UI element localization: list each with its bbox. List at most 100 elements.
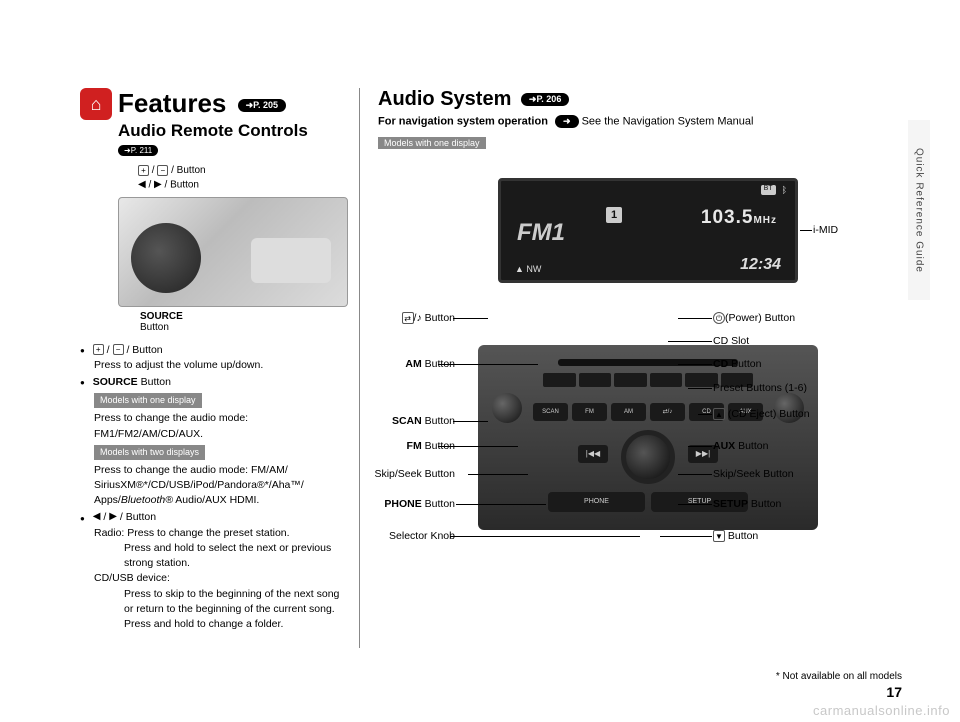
radio2: Press and hold to select the next or pre… xyxy=(80,541,347,571)
callout-imid: i-MID xyxy=(813,224,838,236)
features-title: Features xyxy=(118,88,226,118)
line-imid xyxy=(800,230,812,231)
imid-screen: BT ᛒ 1 103.5MHz FM1 12:34 ▲ NW xyxy=(498,178,798,283)
left-right-label: ◀ / ▶ / Button xyxy=(118,178,347,193)
back-t: Button xyxy=(725,530,758,542)
mhz: MHz xyxy=(753,215,777,226)
phone-t: Button xyxy=(422,498,455,510)
watermark: carmanualsonline.info xyxy=(813,703,950,718)
badge-two-displays: Models with two displays xyxy=(80,442,347,463)
back-icon: ▼ xyxy=(713,530,725,542)
setup-b: SETUP xyxy=(713,498,748,510)
ll6 xyxy=(456,504,546,505)
seek-left[interactable]: |◀◀ xyxy=(578,445,608,463)
cd-h: CD/USB device: xyxy=(80,571,347,586)
eject-icon: ▲ xyxy=(713,408,725,420)
ll1 xyxy=(453,318,488,319)
phone-b: PHONE xyxy=(384,498,421,510)
callout-scan: SCAN Button xyxy=(392,415,455,427)
src-b: SOURCE xyxy=(93,376,138,388)
lr4 xyxy=(688,388,712,389)
left-tri-icon: ◀ xyxy=(138,178,146,192)
source-bold: SOURCE xyxy=(140,311,183,322)
bluetooth-icon: ᛒ xyxy=(782,185,787,195)
bullet-pm: + / − / Button xyxy=(80,343,347,358)
nav-subtext: For navigation system operation ➜ See th… xyxy=(378,115,900,128)
selector-knob[interactable] xyxy=(621,430,675,484)
bluetooth: Bluetooth® xyxy=(121,494,173,506)
footnote: * Not available on all models xyxy=(776,671,902,682)
src2d: Audio/AUX HDMI. xyxy=(173,494,259,506)
bullet-lr: ◀ / ▶ / Button xyxy=(80,510,347,525)
src2a: Press to change the audio mode: FM/AM/ xyxy=(94,464,288,476)
audio-remote-page-ref[interactable]: ➜P. 211 xyxy=(118,145,158,156)
callout-aux: AUX Button xyxy=(713,440,768,452)
cd2: Press and hold to change a folder. xyxy=(80,617,347,632)
left-tri-2: ◀ xyxy=(93,510,101,525)
callout-phone: PHONE Button xyxy=(384,498,455,510)
power-knob[interactable] xyxy=(492,393,522,423)
fm-b: FM xyxy=(407,440,422,452)
src-desc2: Press to change the audio mode: FM/AM/ S… xyxy=(80,463,347,509)
pm-desc: Press to adjust the volume up/down. xyxy=(80,358,347,373)
badge2: Models with two displays xyxy=(94,445,205,460)
radio1: Press to change the preset station. xyxy=(127,527,289,539)
left-column: Features ➜P. 205 Audio Remote Controls ➜… xyxy=(80,88,360,648)
features-heading: Features ➜P. 205 xyxy=(118,88,347,119)
lr6 xyxy=(688,446,712,447)
audio-remote-heading: Audio Remote Controls xyxy=(118,121,347,141)
aux-b: AUX xyxy=(713,440,735,452)
callout-mode: ⇄/♪ Button xyxy=(402,312,455,324)
radio-h: Radio: xyxy=(94,527,124,539)
right-tri-2: ▶ xyxy=(109,510,117,525)
am-b: AM xyxy=(405,358,421,370)
freq-val: 103.5 xyxy=(701,207,754,228)
feature-bullets: + / − / Button Press to adjust the volum… xyxy=(80,343,347,633)
nav-txt: See the Navigation System Manual xyxy=(582,115,754,127)
callout-power: ⏻(Power) Button xyxy=(713,312,795,324)
audio-system-heading: Audio System ➜P. 206 xyxy=(378,88,900,111)
nav-bold: For navigation system operation xyxy=(378,115,548,127)
pm-label: / Button xyxy=(124,344,163,356)
lr2 xyxy=(668,341,712,342)
lr5 xyxy=(698,414,712,415)
callout-eject: ▲ (CD Eject) Button xyxy=(713,408,810,420)
fm-btn[interactable]: FM xyxy=(572,403,607,421)
page-content: Features ➜P. 205 Audio Remote Controls ➜… xyxy=(80,88,900,648)
ll4 xyxy=(438,446,518,447)
audio-sys-ref[interactable]: ➜P. 206 xyxy=(521,93,569,106)
page-number: 17 xyxy=(886,684,902,700)
left-right-text: / Button xyxy=(162,180,199,191)
phone-btn[interactable]: PHONE xyxy=(548,492,645,512)
screen-topbar: BT ᛒ xyxy=(761,185,787,195)
eject-t: (CD Eject) Button xyxy=(725,408,810,420)
preset-num: 1 xyxy=(606,207,622,223)
badge-one-display: Models with one display xyxy=(80,390,347,411)
setup-t: Button xyxy=(748,498,781,510)
lr1 xyxy=(678,318,712,319)
cd1: Press to skip to the beginning of the ne… xyxy=(80,587,347,617)
features-page-ref[interactable]: ➜P. 205 xyxy=(238,99,286,112)
ll5 xyxy=(468,474,528,475)
right-badge-wrap: Models with one display xyxy=(378,134,900,152)
ll7 xyxy=(450,536,640,537)
badge1: Models with one display xyxy=(94,393,202,408)
right-column: Audio System ➜P. 206 For navigation syst… xyxy=(360,88,900,648)
cd-b: CD xyxy=(713,358,728,370)
callout-setup: SETUP Button xyxy=(713,498,781,510)
ll2 xyxy=(438,364,538,365)
src2b: SiriusXM®*/CD/USB/iPod/Pandora®*/Aha™/ xyxy=(94,479,304,491)
callout-selector: Selector Knob xyxy=(389,530,455,542)
steering-wheel-image xyxy=(118,197,348,307)
scan-btn[interactable]: SCAN xyxy=(533,403,568,421)
frequency: 103.5MHz xyxy=(701,207,777,229)
scan-t: Button xyxy=(422,415,455,427)
cd-t: Button xyxy=(728,358,761,370)
callout-skip-l: Skip/Seek Button xyxy=(374,468,455,480)
mode-btn[interactable]: ⇄/♪ xyxy=(650,403,685,421)
scan-b: SCAN xyxy=(392,415,422,427)
lr7 xyxy=(678,474,712,475)
plus-icon: + xyxy=(138,165,149,176)
radio-section: Radio: Press to change the preset statio… xyxy=(80,526,347,541)
am-btn[interactable]: AM xyxy=(611,403,646,421)
